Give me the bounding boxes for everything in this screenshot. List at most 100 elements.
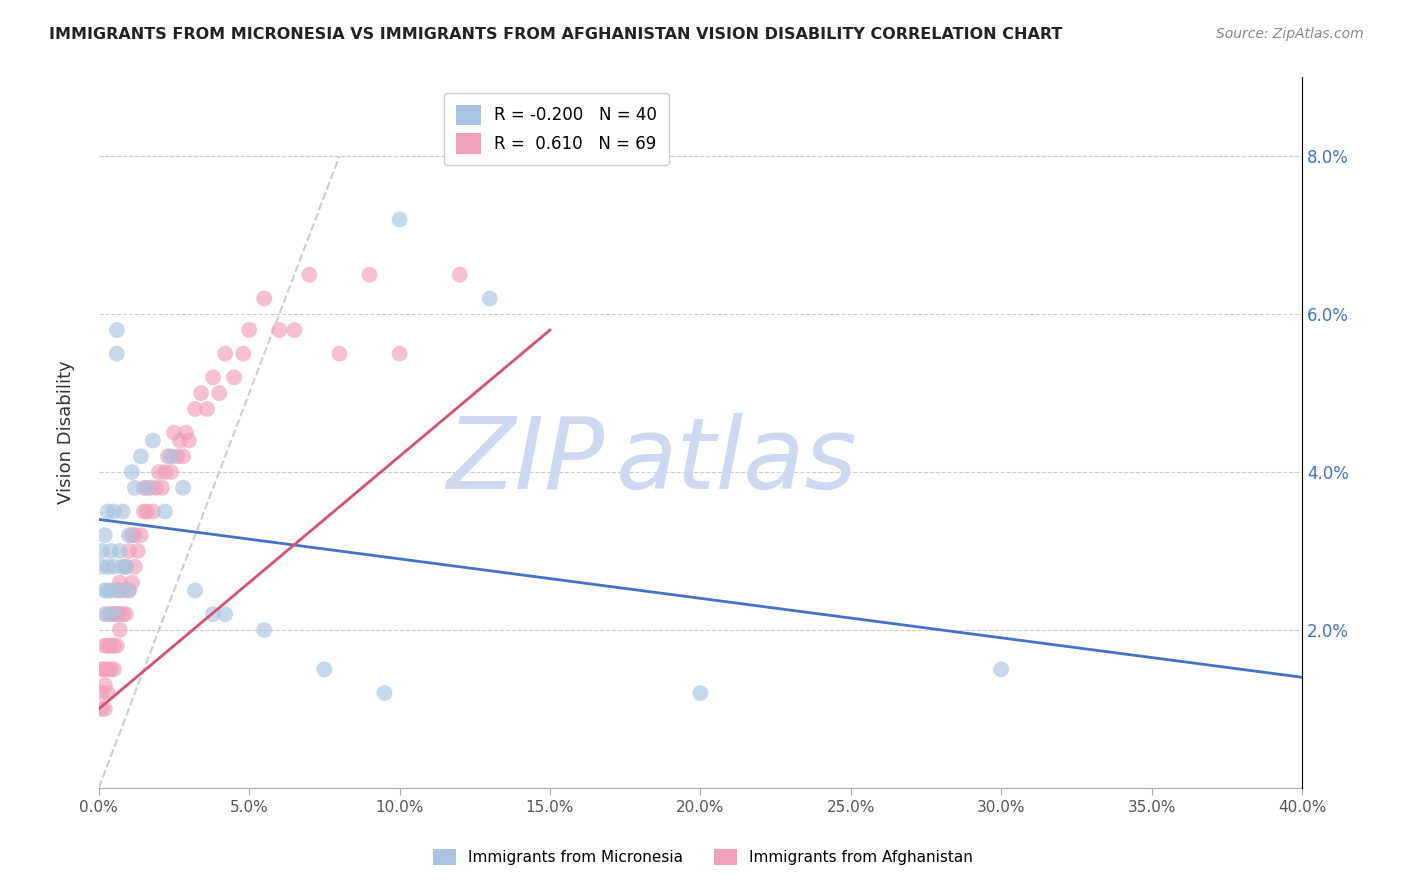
Point	[115, 559, 138, 574]
Text: Source: ZipAtlas.com: Source: ZipAtlas.com	[1216, 27, 1364, 41]
Point	[132, 481, 155, 495]
Text: IMMIGRANTS FROM MICRONESIA VS IMMIGRANTS FROM AFGHANISTAN VISION DISABILITY CORR: IMMIGRANTS FROM MICRONESIA VS IMMIGRANTS…	[49, 27, 1063, 42]
Text: atlas: atlas	[616, 412, 858, 509]
Point	[253, 623, 276, 637]
Point	[208, 386, 231, 401]
Point	[388, 346, 411, 360]
Point	[94, 583, 117, 598]
Point	[148, 465, 170, 479]
Point	[103, 607, 125, 621]
Point	[103, 607, 125, 621]
Legend: Immigrants from Micronesia, Immigrants from Afghanistan: Immigrants from Micronesia, Immigrants f…	[427, 843, 979, 871]
Point	[177, 434, 200, 448]
Point	[100, 544, 122, 558]
Point	[269, 323, 291, 337]
Point	[328, 346, 350, 360]
Point	[224, 370, 246, 384]
Point	[94, 607, 117, 621]
Point	[314, 662, 336, 676]
Point	[163, 425, 186, 440]
Point	[160, 450, 183, 464]
Point	[145, 481, 167, 495]
Point	[172, 450, 194, 464]
Point	[121, 575, 143, 590]
Point	[97, 504, 120, 518]
Point	[100, 583, 122, 598]
Point	[388, 212, 411, 227]
Legend: R = -0.200   N = 40, R =  0.610   N = 69: R = -0.200 N = 40, R = 0.610 N = 69	[444, 93, 669, 165]
Point	[111, 583, 134, 598]
Point	[156, 450, 179, 464]
Point	[232, 346, 254, 360]
Point	[115, 607, 138, 621]
Point	[135, 504, 157, 518]
Point	[108, 544, 131, 558]
Point	[184, 401, 207, 416]
Point	[105, 346, 128, 360]
Point	[97, 559, 120, 574]
Point	[214, 346, 236, 360]
Point	[135, 481, 157, 495]
Point	[283, 323, 305, 337]
Point	[139, 481, 162, 495]
Point	[253, 292, 276, 306]
Point	[190, 386, 212, 401]
Text: ZIP: ZIP	[446, 412, 605, 509]
Point	[97, 686, 120, 700]
Y-axis label: Vision Disability: Vision Disability	[58, 360, 75, 505]
Point	[111, 607, 134, 621]
Point	[94, 528, 117, 542]
Point	[160, 465, 183, 479]
Point	[97, 583, 120, 598]
Point	[121, 465, 143, 479]
Point	[127, 544, 149, 558]
Point	[121, 528, 143, 542]
Point	[238, 323, 260, 337]
Point	[111, 504, 134, 518]
Point	[132, 504, 155, 518]
Point	[90, 702, 112, 716]
Point	[166, 450, 188, 464]
Point	[298, 268, 321, 282]
Point	[129, 528, 152, 542]
Point	[105, 639, 128, 653]
Point	[118, 528, 141, 542]
Point	[150, 481, 173, 495]
Point	[97, 662, 120, 676]
Point	[94, 702, 117, 716]
Point	[103, 639, 125, 653]
Point	[202, 370, 225, 384]
Point	[374, 686, 396, 700]
Point	[94, 639, 117, 653]
Point	[174, 425, 197, 440]
Point	[153, 465, 176, 479]
Point	[689, 686, 711, 700]
Point	[184, 583, 207, 598]
Point	[169, 434, 191, 448]
Point	[108, 583, 131, 598]
Point	[97, 639, 120, 653]
Point	[111, 559, 134, 574]
Point	[449, 268, 471, 282]
Point	[129, 450, 152, 464]
Point	[103, 662, 125, 676]
Point	[100, 607, 122, 621]
Point	[118, 583, 141, 598]
Point	[195, 401, 218, 416]
Point	[124, 481, 146, 495]
Point	[90, 544, 112, 558]
Point	[94, 662, 117, 676]
Point	[90, 559, 112, 574]
Point	[118, 583, 141, 598]
Point	[142, 504, 165, 518]
Point	[100, 662, 122, 676]
Point	[478, 292, 501, 306]
Point	[172, 481, 194, 495]
Point	[108, 575, 131, 590]
Point	[124, 559, 146, 574]
Point	[105, 323, 128, 337]
Point	[124, 528, 146, 542]
Point	[202, 607, 225, 621]
Point	[115, 559, 138, 574]
Point	[153, 504, 176, 518]
